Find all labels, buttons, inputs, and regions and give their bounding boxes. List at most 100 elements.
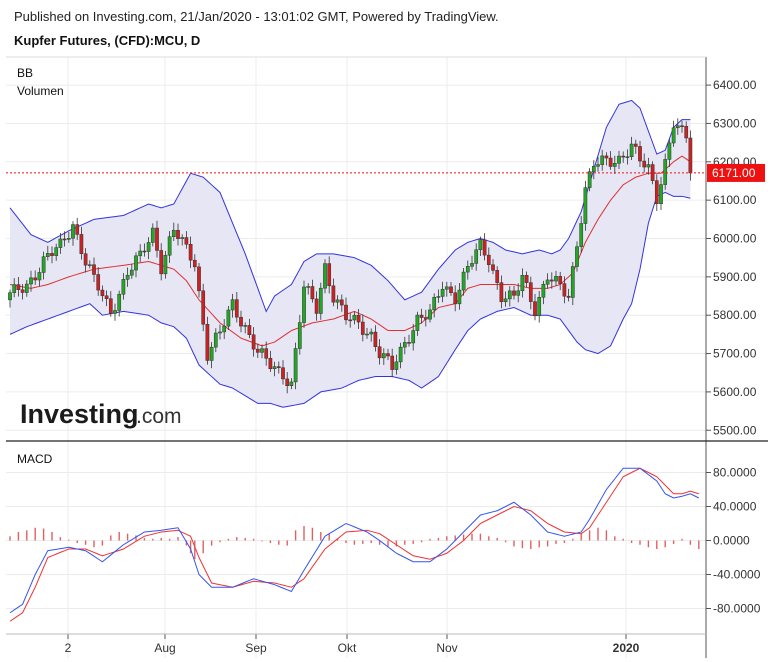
candle-body bbox=[377, 346, 382, 359]
candle-body bbox=[533, 301, 537, 317]
candle-body bbox=[142, 250, 147, 253]
candle-body bbox=[125, 274, 130, 280]
candle-body bbox=[369, 331, 374, 335]
bollinger-upper-line bbox=[9, 99, 691, 313]
candle-body bbox=[587, 171, 592, 188]
candle-body bbox=[423, 317, 428, 320]
candle-body bbox=[642, 160, 647, 168]
candle-body bbox=[113, 310, 117, 314]
candle-body bbox=[41, 256, 46, 273]
candle-body bbox=[621, 155, 626, 158]
candle-body bbox=[310, 286, 315, 300]
candle-body bbox=[87, 264, 92, 266]
candle-body bbox=[516, 290, 521, 296]
candle-body bbox=[675, 125, 680, 129]
candle-body bbox=[327, 263, 332, 287]
candle-body bbox=[491, 264, 495, 271]
candle-body bbox=[453, 292, 458, 305]
candle-body bbox=[100, 289, 105, 297]
candle-body bbox=[671, 127, 676, 144]
candle-body bbox=[180, 237, 185, 239]
candle-body bbox=[222, 325, 227, 333]
macd-signal-line bbox=[9, 467, 699, 622]
x-tick-label: 2020 bbox=[613, 641, 640, 655]
candle-body bbox=[71, 224, 75, 239]
y-axis-ticks: 5500.00 5600.00 5700.00 5800.00 5900.00 6000.… bbox=[706, 78, 761, 616]
candle-body bbox=[503, 298, 508, 303]
candle-body bbox=[24, 283, 29, 293]
candle-body bbox=[159, 250, 164, 275]
candle-body bbox=[171, 229, 176, 237]
candle-body bbox=[276, 366, 281, 368]
candle-body bbox=[604, 155, 609, 159]
candle-body bbox=[33, 277, 38, 281]
candle-body bbox=[239, 316, 243, 327]
candle-body bbox=[344, 304, 348, 321]
x-axis-ticks: 2 Aug Sep Okt Nov 2020 bbox=[6, 633, 706, 655]
instrument-title: Kupfer Futures, (CFD):MCU, D bbox=[14, 33, 201, 48]
candle-body bbox=[251, 334, 256, 350]
candle-body bbox=[184, 237, 189, 245]
volume-label: Volumen bbox=[17, 84, 64, 98]
candle-body bbox=[465, 266, 470, 273]
candle-body bbox=[58, 238, 63, 248]
candle-body bbox=[356, 314, 361, 323]
price-tick-label: 5600.00 bbox=[713, 385, 757, 399]
candle-body bbox=[667, 142, 672, 160]
bollinger-bands bbox=[9, 99, 691, 408]
candle-body bbox=[167, 236, 172, 256]
candle-body bbox=[234, 299, 239, 318]
candle-body bbox=[75, 224, 80, 235]
macd-tick-label: -40.0000 bbox=[713, 568, 761, 582]
candle-body bbox=[373, 331, 378, 347]
candle-body bbox=[440, 288, 445, 297]
macd-tick-label: 80.0000 bbox=[713, 466, 757, 480]
candle-body bbox=[566, 295, 571, 298]
candle-body bbox=[255, 348, 260, 353]
price-tick-label: 5500.00 bbox=[713, 423, 757, 437]
candle-body bbox=[92, 264, 96, 275]
candle-body bbox=[663, 159, 668, 185]
candle-body bbox=[470, 263, 474, 267]
candle-body bbox=[688, 137, 693, 174]
candle-body bbox=[528, 282, 533, 302]
candle-body bbox=[499, 282, 504, 303]
candle-body bbox=[394, 361, 399, 370]
candle-body bbox=[579, 223, 584, 247]
candle-body bbox=[449, 286, 453, 293]
investing-logo: Investing .com bbox=[20, 399, 182, 429]
candle-body bbox=[608, 157, 613, 167]
candle-body bbox=[117, 293, 122, 311]
candle-body bbox=[264, 348, 269, 359]
candle-body bbox=[348, 319, 353, 322]
candle-body bbox=[352, 314, 357, 321]
candle-body bbox=[411, 330, 416, 344]
candle-body bbox=[146, 242, 151, 252]
candle-body bbox=[360, 321, 365, 335]
candle-body bbox=[402, 342, 407, 348]
candle-body bbox=[482, 239, 487, 256]
candle-body bbox=[108, 298, 113, 314]
candle-body bbox=[104, 295, 109, 299]
candle-body bbox=[486, 254, 491, 266]
candle-body bbox=[495, 270, 500, 283]
last-price-tag-text: 6171.00 bbox=[712, 166, 756, 180]
candle-body bbox=[243, 325, 248, 327]
candle-body bbox=[335, 299, 340, 303]
x-tick-label: Nov bbox=[436, 641, 457, 655]
price-tick-label: 6300.00 bbox=[713, 116, 757, 130]
candle-body bbox=[415, 314, 420, 331]
candle-body bbox=[583, 187, 588, 224]
macd-tick-label: 40.0000 bbox=[713, 500, 757, 514]
candle-body bbox=[289, 381, 294, 387]
candle-body bbox=[331, 285, 336, 303]
candle-body bbox=[302, 286, 306, 323]
candle-body bbox=[306, 286, 311, 288]
candle-body bbox=[537, 297, 542, 317]
candle-body bbox=[163, 254, 168, 275]
candle-body bbox=[83, 253, 88, 266]
published-info: Published on Investing.com, 21/Jan/2020 … bbox=[14, 9, 499, 24]
candle-body bbox=[524, 275, 529, 283]
chart-frame bbox=[6, 56, 768, 658]
